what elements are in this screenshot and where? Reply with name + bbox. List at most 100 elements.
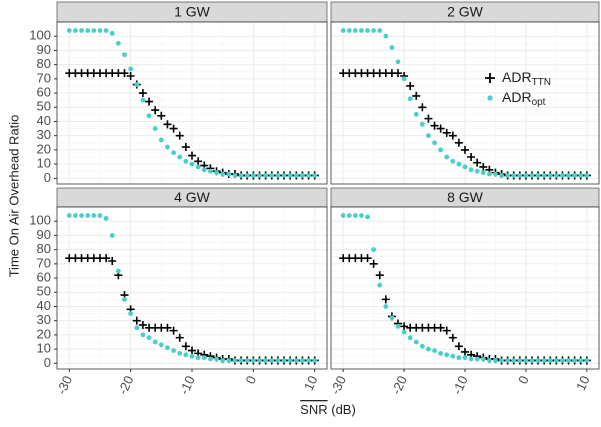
x-tick-label: -10	[176, 373, 198, 396]
y-tick-label: 50	[37, 284, 51, 299]
dot-point	[529, 173, 535, 178]
dot-point	[66, 28, 72, 33]
dot-point	[122, 296, 127, 302]
dot-point	[275, 358, 281, 363]
facet-title: 8 GW	[447, 189, 484, 205]
dot-point	[468, 167, 474, 173]
dot-point	[474, 168, 480, 174]
cross-point	[188, 151, 196, 160]
cross-point	[163, 120, 172, 129]
dot-point	[140, 97, 146, 103]
cross-point	[163, 323, 172, 332]
cross-point	[120, 69, 129, 78]
dot-point	[165, 144, 170, 150]
dot-point	[505, 173, 511, 178]
cross-point	[430, 121, 439, 130]
dot-point	[419, 343, 425, 349]
dot-point	[250, 358, 256, 363]
y-tick-label: 0	[44, 170, 51, 185]
dot-point	[115, 40, 121, 46]
cross-point	[418, 103, 427, 112]
cross-point	[442, 326, 451, 335]
y-axis-label: Time On Air Overhead Ratio	[6, 115, 21, 278]
dot-point	[505, 358, 511, 363]
dot-point	[66, 213, 72, 218]
dot-point	[128, 66, 134, 72]
y-tick-label: 60	[37, 269, 51, 284]
dot-point	[281, 173, 287, 178]
y-tick-label: 60	[37, 84, 51, 99]
dot-point	[450, 353, 456, 359]
dot-point	[371, 28, 377, 33]
dot-point	[566, 173, 571, 178]
cross-point	[424, 114, 433, 123]
dot-point	[456, 355, 462, 361]
legend-name: ADR	[502, 69, 532, 85]
dot-point	[383, 304, 389, 309]
dot-point	[523, 173, 529, 178]
x-tick-label: 0	[243, 373, 260, 386]
dot-point	[109, 30, 115, 36]
dot-point	[407, 335, 413, 341]
dot-point	[395, 323, 401, 329]
dot-point	[572, 173, 578, 178]
dot-point	[553, 173, 559, 178]
dot-point	[208, 356, 213, 362]
dot-point	[312, 358, 318, 363]
dot-point	[152, 339, 158, 345]
x-tick-label: -30	[54, 373, 76, 396]
dot-point	[371, 247, 377, 253]
cross-point	[132, 316, 141, 325]
x-tick-label: -20	[115, 373, 137, 396]
dot-point	[413, 111, 419, 117]
dot-point	[293, 173, 299, 178]
x-tick-label: 10	[301, 373, 321, 392]
dot-point	[419, 121, 425, 127]
dot-point	[238, 173, 244, 178]
dot-point	[189, 353, 195, 359]
y-tick-label: 30	[37, 127, 51, 142]
dot-point	[79, 28, 84, 33]
cross-point	[442, 128, 451, 137]
cross-point	[473, 158, 482, 167]
dot-point	[432, 348, 437, 353]
panel-border	[56, 21, 328, 185]
dot-point	[244, 173, 250, 178]
legend-label: ADRopt	[502, 89, 546, 108]
dot-point	[352, 28, 358, 33]
dot-point	[480, 356, 486, 362]
cross-point	[188, 346, 196, 355]
dot-point	[359, 28, 364, 33]
dot-point	[511, 358, 517, 363]
cross-point	[454, 342, 463, 351]
dot-point	[401, 329, 407, 335]
dot-point	[263, 173, 269, 178]
cross-point	[448, 131, 457, 140]
y-tick-label: 40	[37, 113, 51, 128]
dot-point	[189, 161, 195, 167]
dot-point	[346, 213, 352, 218]
dot-point	[73, 213, 78, 218]
dot-point	[523, 358, 529, 363]
cross-point	[181, 342, 190, 351]
dot-point	[214, 170, 219, 176]
dot-point	[426, 346, 431, 352]
cross-point	[375, 271, 384, 280]
dot-point	[134, 325, 140, 331]
dot-point	[115, 268, 121, 274]
dot-point	[401, 76, 407, 82]
y-tick-label: 20	[37, 326, 51, 341]
dot-point	[158, 342, 164, 348]
dot-point	[128, 311, 134, 316]
dot-point	[480, 170, 486, 176]
dot-point	[444, 352, 450, 358]
legend-name: ADR	[502, 89, 532, 105]
cross-point	[479, 162, 488, 171]
dot-point	[201, 167, 207, 173]
panel-border	[330, 21, 600, 185]
cross-point	[175, 333, 184, 342]
y-tick-label: 0	[44, 355, 51, 370]
cross-point	[151, 106, 160, 115]
dot-point	[584, 358, 590, 363]
dot-point	[535, 173, 541, 178]
